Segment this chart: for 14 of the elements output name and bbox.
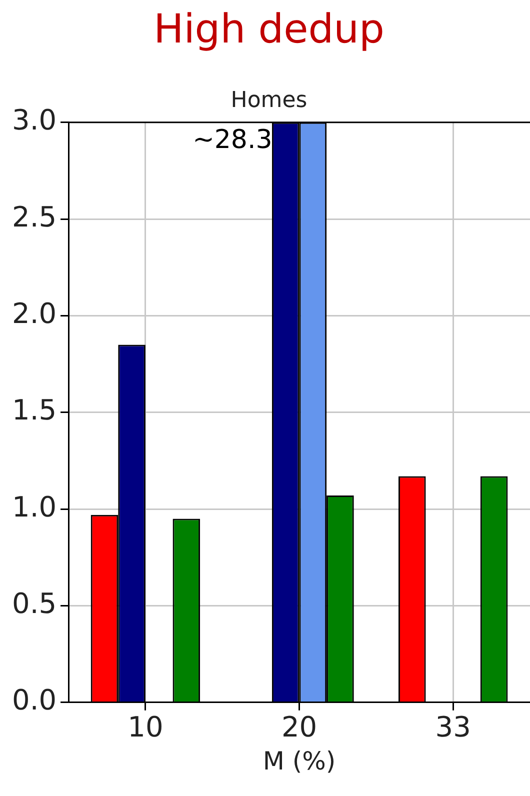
x-tick-label: 10 [128, 710, 164, 744]
y-tick-label: 2.0 [12, 297, 57, 330]
chart-subtitle: Homes [230, 88, 308, 113]
x-axis-title: M (%) [262, 746, 336, 776]
y-tick-label: 1.5 [12, 394, 57, 427]
x-tick-label: 33 [435, 710, 471, 744]
y-tick-label: 3.0 [12, 104, 57, 137]
chart-title: High dedup [154, 6, 384, 52]
annotation: ~28.3 [192, 125, 272, 156]
x-tick-label: 20 [281, 710, 318, 744]
y-tick-label: 0.0 [12, 684, 57, 717]
y-tick-label: 1.0 [12, 490, 57, 524]
y-tick-label: 2.5 [12, 200, 57, 234]
y-tick-label: 0.5 [12, 587, 57, 620]
